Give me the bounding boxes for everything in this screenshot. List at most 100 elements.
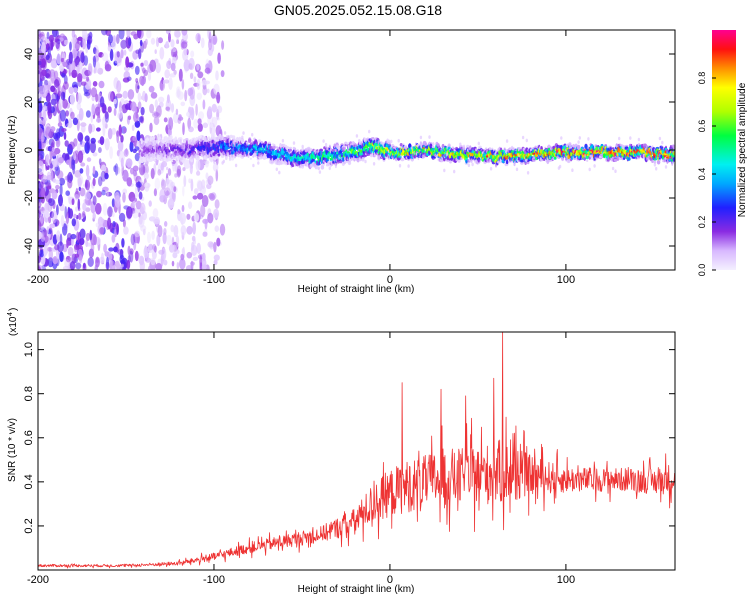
spectrogram-ridge-cell <box>461 147 463 150</box>
spectrogram-ridge-cell <box>275 146 278 148</box>
spectrogram-noise-cell <box>132 201 135 207</box>
spectrogram-noise-cell <box>149 123 152 133</box>
spectrogram-halo-cell <box>242 131 244 135</box>
spectrogram-noise-cell <box>135 231 140 238</box>
spectrogram-noise-cell <box>57 170 64 179</box>
spectrogram-noise-cell <box>54 79 59 88</box>
spectrogram-noise-cell <box>196 171 200 176</box>
spectrogram-noise-cell <box>56 30 59 37</box>
spectrogram-noise-cell <box>186 226 193 235</box>
spectrogram-halo-cell <box>139 164 141 168</box>
spectrogram-halo-cell <box>241 136 243 140</box>
spectrogram-noise-cell <box>114 108 117 116</box>
spectrogram-noise-cell <box>78 199 81 210</box>
spectrogram-noise-cell <box>181 41 187 48</box>
spectrogram-ridge-cell <box>246 142 249 144</box>
spectrogram-noise-cell <box>99 81 105 88</box>
spectrogram-noise-cell <box>99 227 104 234</box>
spectrogram-halo-cell <box>322 139 324 143</box>
spectrogram-noise-cell <box>45 189 51 202</box>
spectrogram-noise-cell <box>180 254 184 261</box>
spectrogram-noise-cell <box>126 260 130 270</box>
spectrogram-noise-cell <box>127 77 132 82</box>
spectrogram-halo-cell <box>468 163 470 167</box>
spectrogram-noise-cell <box>49 224 55 229</box>
spectrogram-noise-cell <box>79 254 82 263</box>
spectrogram-noise-cell <box>179 69 183 82</box>
spectrogram-halo-cell <box>559 165 561 169</box>
spectrogram-noise-cell <box>115 195 121 208</box>
spectrogram-noise-cell <box>55 39 60 49</box>
spectrogram-noise-cell <box>116 93 123 98</box>
spectrogram-noise-cell <box>131 31 137 36</box>
spectrogram-noise-cell <box>51 171 54 182</box>
spectrogram-noise-cell <box>73 37 76 50</box>
spectrogram-noise-cell <box>214 255 220 261</box>
spectrogram-noise-cell <box>197 71 203 78</box>
spectrogram-noise-cell <box>152 111 159 118</box>
spectrogram-ridge-cell <box>209 139 212 141</box>
spectrogram-noise-cell <box>176 235 179 247</box>
spectrogram-noise-cell <box>191 179 194 192</box>
spectrogram-noise-cell <box>138 93 142 102</box>
spectrogram-halo-cell <box>318 167 320 171</box>
spectrogram-noise-cell <box>207 213 213 224</box>
spectrogram-noise-cell <box>197 79 201 90</box>
spectrogram-noise-cell <box>165 41 169 48</box>
spectrogram-halo-cell <box>257 161 259 165</box>
spectrogram-halo-cell <box>587 137 589 141</box>
spectrogram-noise-cell <box>91 87 97 97</box>
spectrogram-noise-cell <box>73 151 76 160</box>
spectrogram-noise-cell <box>116 80 121 93</box>
spectrogram-noise-cell <box>95 49 99 57</box>
spectrogram-noise-cell <box>158 97 164 103</box>
spectrogram-halo-cell <box>490 167 492 171</box>
spectrogram-noise-cell <box>59 65 64 72</box>
spectrogram-noise-cell <box>216 92 220 104</box>
spectrogram-halo-cell <box>356 134 358 138</box>
spectrogram-ridge-cell <box>584 158 586 161</box>
spectrogram-ridge-cell <box>489 147 492 150</box>
spectrogram-noise-cell <box>187 252 193 259</box>
spectrogram-halo-cell <box>478 142 480 146</box>
spectrogram-noise-cell <box>108 128 113 139</box>
spectrogram-noise-cell <box>86 110 91 117</box>
spectrogram-noise-cell <box>70 112 75 120</box>
spectrogram-noise-cell <box>85 192 91 201</box>
spectrogram-noise-cell <box>182 28 188 36</box>
spectrogram-noise-cell <box>100 136 105 145</box>
spectrogram-noise-cell <box>65 140 69 147</box>
spectrogram-noise-cell <box>183 175 186 187</box>
spectrogram-noise-cell <box>135 66 140 75</box>
spectrogram-noise-cell <box>48 46 51 58</box>
spectrogram-noise-cell <box>140 40 143 46</box>
spectrogram-ridge-cell <box>289 149 292 151</box>
spectrogram-noise-cell <box>102 124 105 136</box>
spectrogram-noise-cell <box>168 77 173 90</box>
spectrogram-noise-cell <box>93 166 96 175</box>
spectrogram-noise-cell <box>171 49 173 57</box>
spectrogram-ridge-cell <box>561 157 564 161</box>
spectrogram-noise-cell <box>120 135 123 143</box>
spectrogram-noise-cell <box>51 99 57 106</box>
spectrogram-halo-cell <box>463 145 465 149</box>
spectrogram-noise-cell <box>141 107 145 115</box>
spectrogram-halo-cell <box>453 170 455 174</box>
spectrogram-noise-cell <box>155 217 161 227</box>
spectrogram-noise-cell <box>61 73 65 79</box>
spectrogram-noise-cell <box>95 257 100 268</box>
spectrogram-halo-cell <box>276 168 278 172</box>
spectrogram-noise-cell <box>73 214 77 219</box>
spectrogram-noise-cell <box>124 149 129 157</box>
spectrogram-noise-cell <box>57 54 61 65</box>
spectrogram-ridge-cell <box>465 160 467 163</box>
spectrogram-noise-cell <box>93 178 96 186</box>
spectrogram-ridge-cell <box>387 140 390 145</box>
spectrogram-ridge-cell <box>167 152 169 156</box>
spectrogram-noise-cell <box>75 254 79 258</box>
spectrogram-noise-cell <box>108 91 113 101</box>
spectrogram-noise-cell <box>165 107 170 111</box>
spectrogram-noise-cell <box>138 48 141 59</box>
spectrogram-noise-cell <box>149 86 155 93</box>
spectrogram-noise-cell <box>132 136 136 142</box>
